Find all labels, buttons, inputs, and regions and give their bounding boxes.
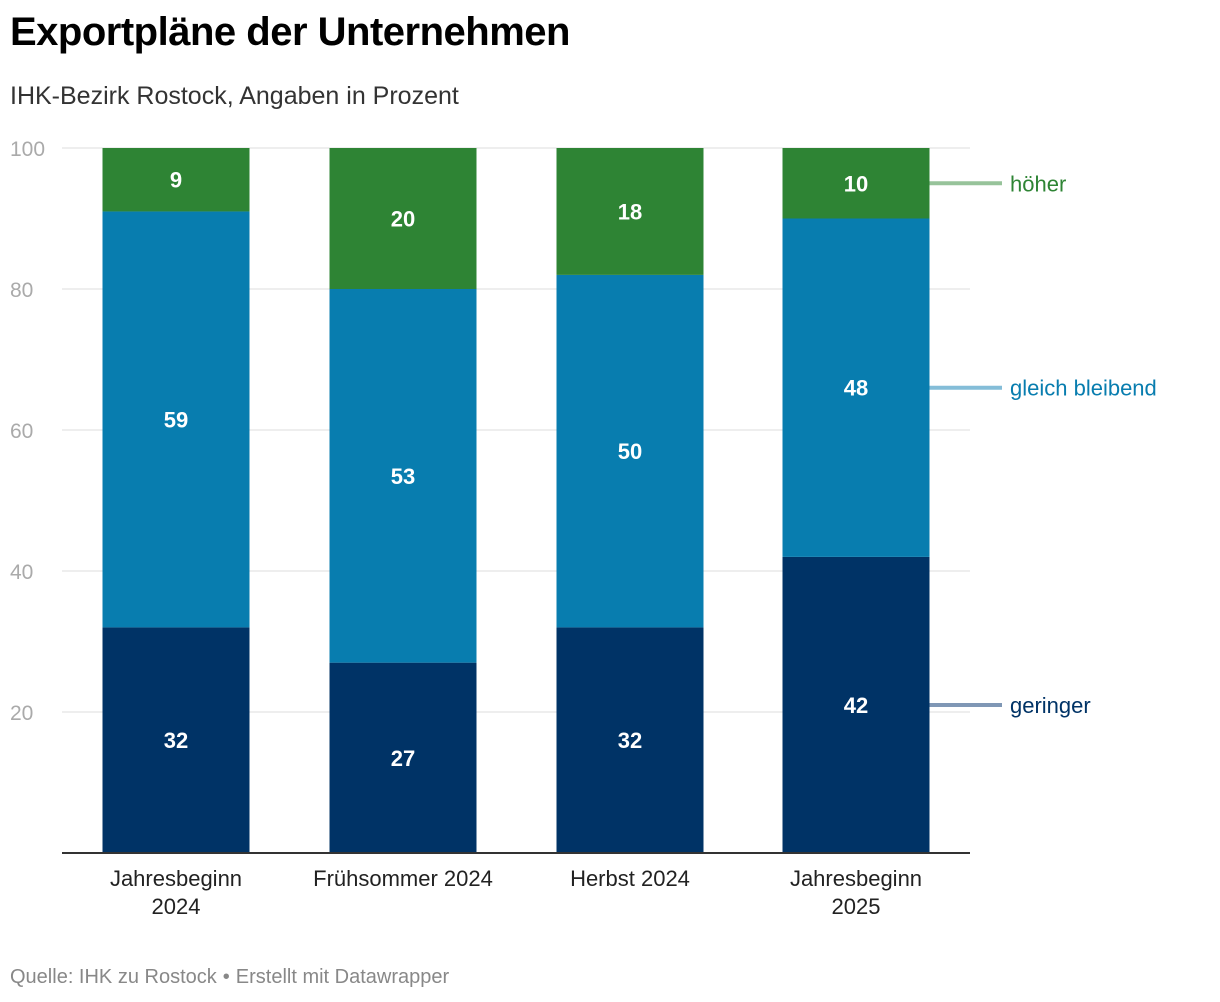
bar-segment — [329, 148, 477, 289]
chart-footer: Quelle: IHK zu Rostock • Erstellt mit Data… — [10, 966, 449, 989]
bar-segment — [329, 289, 477, 663]
bar-segment — [782, 148, 930, 219]
bars — [102, 148, 930, 853]
x-tick-label: Herbst 2024 — [570, 866, 690, 891]
y-tick-label: 40 — [10, 561, 33, 584]
x-tick-label: Frühsommer 2024 — [313, 866, 493, 891]
bar-segment — [556, 274, 704, 628]
y-tick-label: 20 — [10, 702, 33, 725]
legend-label: höher — [1010, 171, 1066, 196]
x-tick-label: Jahresbeginn 2024 — [110, 866, 242, 919]
legend-label: gleich bleibend — [1010, 376, 1157, 401]
bar-segment — [782, 218, 930, 557]
bar-segment — [782, 556, 930, 853]
chart-subtitle: IHK-Bezirk Rostock, Angaben in Prozent — [10, 82, 459, 110]
x-tick-label: Jahresbeginn 2025 — [790, 866, 922, 919]
data-label: 48 — [844, 376, 868, 401]
data-label: 42 — [844, 693, 868, 718]
bar-segment — [102, 148, 250, 212]
data-label: 27 — [391, 746, 415, 771]
data-label: 9 — [170, 168, 182, 193]
data-label: 18 — [618, 199, 642, 224]
data-label: 20 — [391, 207, 415, 232]
y-tick-label: 80 — [10, 279, 33, 302]
source-note: Quelle: IHK zu Rostock — [10, 966, 217, 988]
footer-separator: • — [222, 966, 230, 988]
y-axis-ticks: 20 40 60 80 100 — [10, 138, 45, 725]
bar-segment — [102, 627, 250, 853]
chart-title: Exportpläne der Unternehmen — [10, 10, 570, 54]
data-label: 53 — [391, 464, 415, 489]
data-label: 32 — [164, 728, 188, 753]
data-label: 10 — [844, 171, 868, 196]
bar-segment — [556, 627, 704, 853]
data-label: 59 — [164, 407, 188, 432]
bar-segment — [102, 211, 250, 628]
data-labels: 32 59 9 27 53 20 32 50 18 42 48 10 — [164, 168, 868, 771]
bar-segment — [556, 148, 704, 275]
x-axis-ticks: Jahresbeginn 2024 Frühsommer 2024 Herbst 20… — [110, 866, 922, 919]
y-tick-label: 60 — [10, 420, 33, 443]
data-label: 50 — [618, 439, 642, 464]
legend: geringer gleich bleibend höher — [929, 171, 1157, 718]
data-label: 32 — [618, 728, 642, 753]
credit-note: Erstellt mit Datawrapper — [235, 966, 450, 988]
bar-segment — [329, 662, 477, 853]
legend-label: geringer — [1010, 693, 1091, 718]
y-tick-label: 100 — [10, 138, 45, 161]
